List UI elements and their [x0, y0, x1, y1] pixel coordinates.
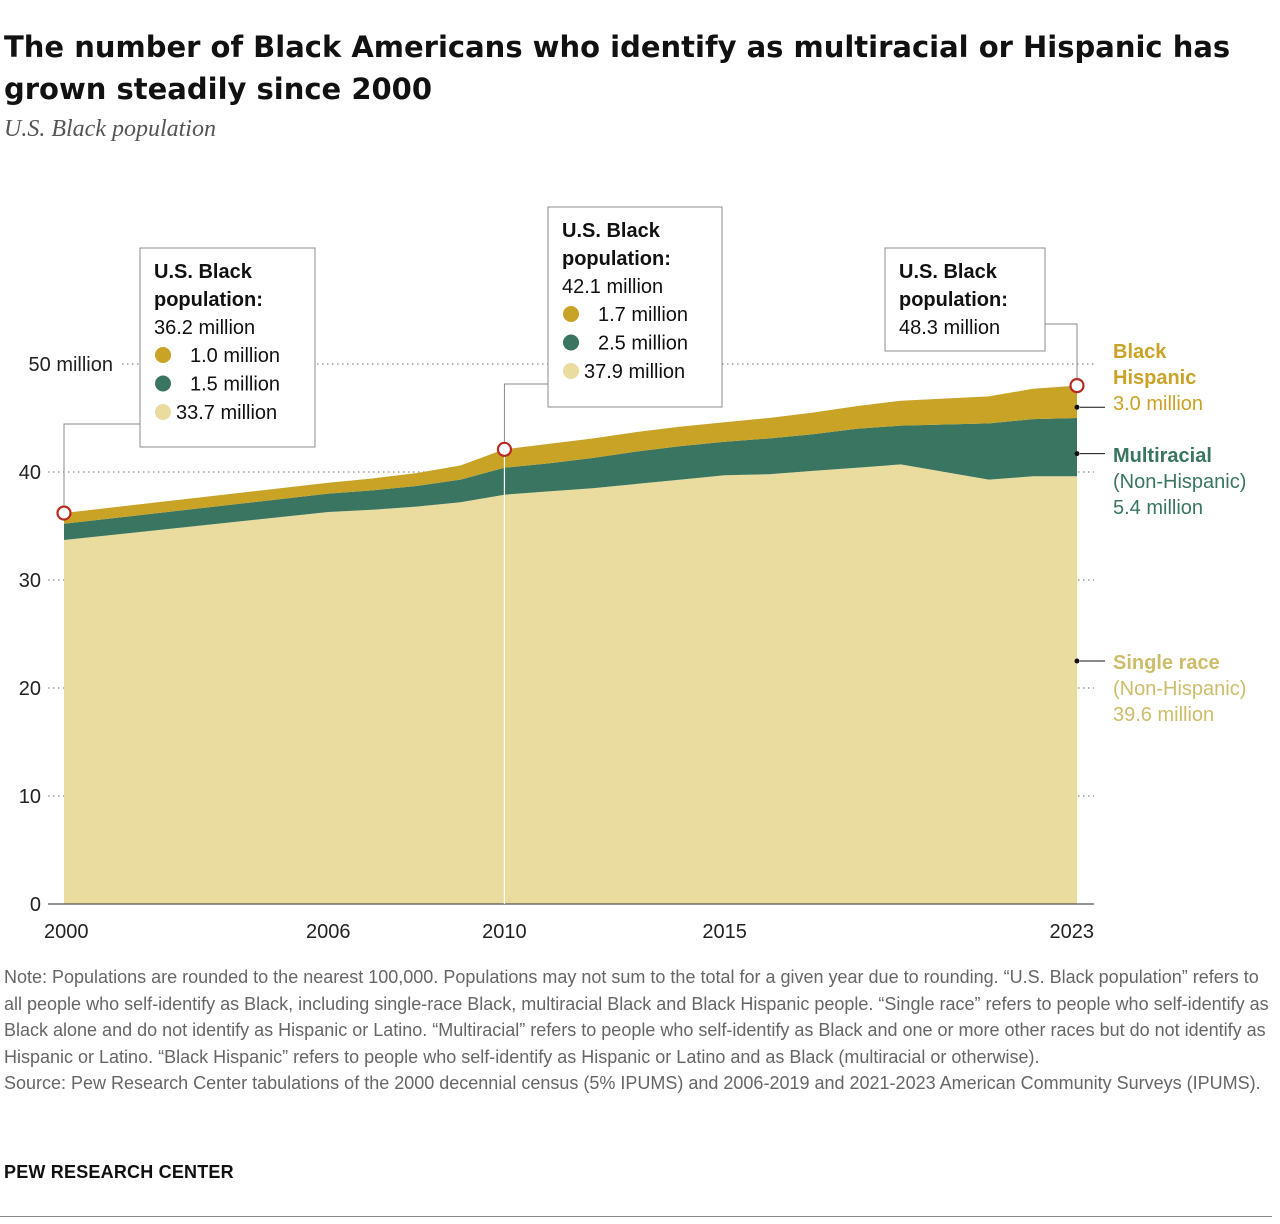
callout-box-2023 — [884, 247, 1046, 352]
legend-dot-multiracial-2010 — [563, 334, 579, 351]
legend-dot-hispanic-2000 — [155, 347, 171, 363]
stacked-area-chart: 0 10 20 30 40 50 million 2000 2006 2010 2015 2023 U… — [19, 206, 1246, 943]
callout-heading-2010-line1: U.S. Black — [562, 220, 661, 242]
footer-notes: Note: Populations are rounded to the nea… — [4, 964, 1272, 1097]
y-tick-label-40: 40 — [19, 462, 41, 484]
y-tick-label-0: 0 — [30, 894, 41, 916]
callout-heading-2023-line2: population: — [899, 289, 1008, 311]
callout-value-single-2000: 33.7 million — [176, 402, 277, 424]
end-label-multiracial-line2: (Non-Hispanic) — [1113, 471, 1246, 493]
x-tick-label-2023: 2023 — [1050, 921, 1095, 943]
y-tick-label-20: 20 — [19, 678, 41, 700]
chart-subtitle: U.S. Black population — [4, 116, 216, 142]
legend-dot-multiracial-2000 — [155, 375, 171, 392]
end-label-multiracial-line3: 5.4 million — [1113, 497, 1203, 519]
callout-value-multiracial-2010: 2.5 million — [598, 333, 688, 355]
end-label-single-line2: (Non-Hispanic) — [1113, 678, 1246, 700]
marker-2000 — [56, 505, 72, 521]
callout-value-multiracial-2000: 1.5 million — [190, 374, 280, 396]
legend-dot-single-2010 — [563, 363, 579, 379]
chart-title: The number of Black Americans who identi… — [4, 30, 1231, 106]
x-tick-label-2006: 2006 — [306, 921, 351, 943]
callout-value-hispanic-2010: 1.7 million — [598, 304, 688, 326]
end-label-single-line1: Single race — [1113, 652, 1220, 674]
area-hispanic — [64, 385, 1077, 524]
callout-value-hispanic-2000: 1.0 million — [190, 345, 280, 367]
marker-2023 — [1069, 378, 1085, 394]
brand-label: PEW RESEARCH CENTER — [4, 1162, 234, 1182]
end-label-dot-single — [1074, 658, 1080, 664]
callout-heading-2010-line2: population: — [562, 248, 671, 270]
callout-heading-2000-line1: U.S. Black — [154, 261, 253, 283]
end-label-hispanic-line3: 3.0 million — [1113, 393, 1203, 415]
end-label-multiracial-line1: Multiracial — [1113, 445, 1212, 467]
callout-total-2010: 42.1 million — [562, 276, 663, 298]
y-tick-label-30: 30 — [19, 570, 41, 592]
y-tick-label-50: 50 million — [29, 354, 113, 376]
area-multiracial — [64, 418, 1077, 540]
end-label-single-line3: 39.6 million — [1113, 704, 1214, 726]
callout-leader-2023 — [1045, 323, 1078, 379]
callout-heading-2000-line2: population: — [154, 289, 263, 311]
legend-dot-single-2000 — [155, 404, 171, 420]
callout-heading-2023-line1: U.S. Black — [899, 261, 998, 283]
x-tick-label-2015: 2015 — [702, 921, 747, 943]
area-single — [64, 464, 1077, 904]
callout-total-2000: 36.2 million — [154, 317, 255, 339]
callout-leader-2000 — [63, 423, 140, 507]
x-tick-label-2010: 2010 — [482, 921, 527, 943]
callout-value-single-2010: 37.9 million — [584, 361, 685, 383]
source-text: Source: Pew Research Center tabulations … — [4, 1073, 1261, 1093]
end-label-hispanic-line1: Black — [1113, 341, 1167, 363]
bottom-divider — [0, 1216, 1272, 1217]
legend-dot-hispanic-2010 — [563, 306, 579, 322]
end-label-hispanic-line2: Hispanic — [1113, 367, 1196, 389]
callout-total-2023: 48.3 million — [899, 317, 1000, 339]
marker-2010 — [496, 441, 513, 457]
end-label-dot-hispanic — [1074, 404, 1080, 410]
end-label-dot-multiracial — [1074, 451, 1080, 457]
callout-leader-2010 — [503, 383, 548, 443]
note-text: Note: Populations are rounded to the nea… — [4, 967, 1269, 1067]
x-tick-label-2000: 2000 — [44, 921, 89, 943]
y-tick-label-10: 10 — [19, 786, 41, 808]
